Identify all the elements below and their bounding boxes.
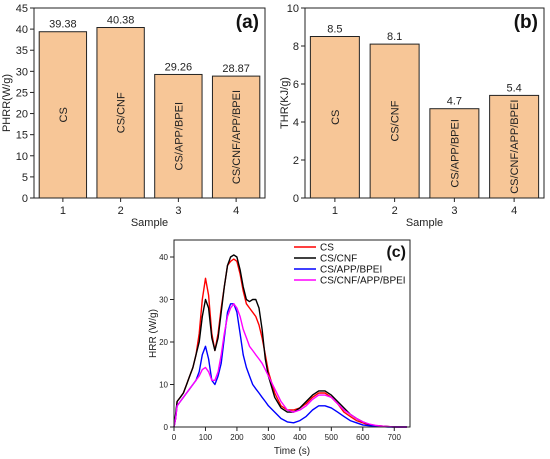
x-tick-label: 3 xyxy=(451,205,457,217)
y-tick-label: 35 xyxy=(16,45,28,57)
series-line xyxy=(173,258,407,428)
bar xyxy=(429,108,480,199)
bar xyxy=(489,94,540,199)
x-tick-label: 3 xyxy=(175,205,181,217)
legend-label: CS/CNF xyxy=(320,254,357,265)
bar-inner-label: CS xyxy=(330,110,342,125)
series-line xyxy=(173,303,407,428)
bar-inner-label: CS/APP/BPEI xyxy=(173,102,185,170)
value-label: 28.87 xyxy=(222,63,250,75)
x-tick-label: 0 xyxy=(172,433,177,442)
legend-label: CS/CNF/APP/BPEI xyxy=(320,276,406,287)
y-tick-label: 25 xyxy=(16,87,28,99)
x-tick-label: 100 xyxy=(199,433,213,442)
y-tick-label: 20 xyxy=(159,338,168,347)
value-label: 5.4 xyxy=(506,82,521,94)
y-tick-label: 6 xyxy=(293,79,299,91)
value-label: 39.38 xyxy=(49,19,77,31)
panel-label: (a) xyxy=(236,12,259,33)
value-label: 8.1 xyxy=(387,31,402,43)
x-tick-label: 1 xyxy=(60,205,66,217)
x-tick-label: 300 xyxy=(262,433,276,442)
panel-a: 39.38 CS 1 40.38 CS/CNF 2 29.26 CS/APP/BPEI 3 28.… xyxy=(1,3,266,229)
plot-frame xyxy=(33,7,266,199)
panel-b: 8.5 CS 1 8.1 CS/CNF 2 4.7 CS/APP/BPEI 3 5.4 CS/CNF… xyxy=(279,3,545,229)
value-label: 4.7 xyxy=(447,96,462,108)
x-tick-label: 700 xyxy=(388,433,402,442)
bar xyxy=(369,43,420,199)
x-tick-label: 200 xyxy=(230,433,244,442)
panel-c: 0 100 200 300 400 500 600 700 0 10 20 30 40 Time (s) H… xyxy=(148,239,411,457)
value-label: 29.26 xyxy=(165,61,193,73)
y-tick-label: 0 xyxy=(164,423,169,432)
x-axis-label: Sample xyxy=(131,217,168,229)
bar-inner-label: CS/CNF xyxy=(116,92,128,133)
x-tick-label: 4 xyxy=(233,205,239,217)
plot-frame xyxy=(173,239,411,428)
x-tick-label: 1 xyxy=(332,205,338,217)
legend-label: CS/APP/BPEI xyxy=(320,265,382,276)
bar xyxy=(96,27,145,199)
bar xyxy=(154,73,203,199)
y-tick-label: 10 xyxy=(287,3,299,15)
x-tick-label: 4 xyxy=(511,205,517,217)
y-axis-label: HRR (W/g) xyxy=(148,309,159,358)
y-tick-label: 8 xyxy=(293,41,299,53)
value-label: 8.5 xyxy=(327,24,342,36)
x-tick-label: 600 xyxy=(356,433,370,442)
y-tick-label: 4 xyxy=(293,117,299,129)
y-tick-label: 0 xyxy=(22,193,28,205)
y-tick-label: 30 xyxy=(159,296,168,305)
y-tick-label: 30 xyxy=(16,66,28,78)
bar-inner-label: CS/CNF/APP/BPEI xyxy=(509,100,521,194)
panel-label: (b) xyxy=(514,12,538,33)
bar-inner-label: CS/CNF/APP/BPEI xyxy=(231,90,243,184)
x-tick-label: 2 xyxy=(392,205,398,217)
bar xyxy=(309,36,360,199)
y-tick-label: 5 xyxy=(22,172,28,184)
bar-inner-label: CS xyxy=(58,107,70,122)
bar-inner-label: CS/CNF xyxy=(390,100,402,141)
y-axis-label: THR(KJ/g) xyxy=(279,77,291,129)
y-tick-label: 40 xyxy=(16,24,28,36)
value-label: 40.38 xyxy=(107,15,135,27)
y-tick-label: 40 xyxy=(159,253,168,262)
x-tick-label: 500 xyxy=(325,433,339,442)
y-tick-label: 0 xyxy=(293,193,299,205)
bar xyxy=(38,31,88,199)
y-tick-label: 45 xyxy=(16,3,28,15)
y-tick-label: 10 xyxy=(159,381,168,390)
y-tick-label: 15 xyxy=(16,130,28,142)
series-line xyxy=(173,303,407,428)
x-axis-label: Time (s) xyxy=(274,446,310,457)
legend-label: CS xyxy=(320,243,334,254)
x-axis-label: Sample xyxy=(406,217,443,229)
y-tick-label: 2 xyxy=(293,155,299,167)
y-tick-label: 20 xyxy=(16,109,28,121)
panel-label: (c) xyxy=(386,244,406,261)
x-tick-label: 2 xyxy=(118,205,124,217)
x-tick-label: 400 xyxy=(293,433,307,442)
plot-frame xyxy=(304,7,545,199)
y-tick-label: 10 xyxy=(16,151,28,163)
bar-inner-label: CS/APP/BPEI xyxy=(449,119,461,187)
y-axis-label: PHRR(W/g) xyxy=(1,74,13,132)
